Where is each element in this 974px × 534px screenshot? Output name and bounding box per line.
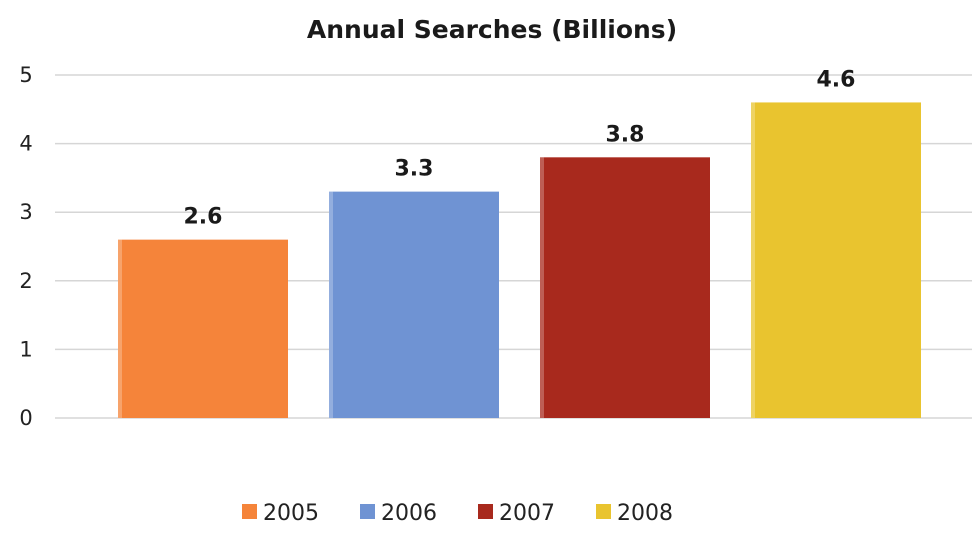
bar-highlight xyxy=(118,239,122,418)
y-axis-tick-labels: 0 1 2 3 4 5 xyxy=(19,63,32,430)
bars xyxy=(118,102,921,418)
data-label-2005: 2.6 xyxy=(184,205,223,230)
bar-2006 xyxy=(329,191,499,418)
legend-label-2007: 2007 xyxy=(499,501,555,526)
legend: 2005 2006 2007 2008 xyxy=(242,501,673,526)
legend-label-2008: 2008 xyxy=(617,501,673,526)
bar-highlight xyxy=(751,102,755,418)
bar-highlight xyxy=(540,157,544,418)
legend-swatch-2005 xyxy=(242,504,257,519)
y-tick-label: 2 xyxy=(19,269,32,293)
legend-swatch-2007 xyxy=(478,504,493,519)
data-label-2006: 3.3 xyxy=(395,157,434,182)
legend-swatch-2006 xyxy=(360,504,375,519)
legend-label-2006: 2006 xyxy=(381,501,437,526)
y-tick-label: 3 xyxy=(19,200,32,224)
bar-2008 xyxy=(751,102,921,418)
data-labels: 2.6 3.3 3.8 4.6 xyxy=(184,67,856,229)
y-tick-label: 0 xyxy=(19,406,32,430)
data-label-2007: 3.8 xyxy=(606,122,645,147)
legend-swatch-2008 xyxy=(596,504,611,519)
y-tick-label: 1 xyxy=(19,337,32,361)
bar-2005 xyxy=(118,239,288,418)
data-label-2008: 4.6 xyxy=(817,67,856,92)
bar-highlight xyxy=(329,191,333,418)
bar-2007 xyxy=(540,157,710,418)
y-tick-label: 4 xyxy=(19,132,32,156)
legend-label-2005: 2005 xyxy=(263,501,319,526)
y-tick-label: 5 xyxy=(19,63,32,87)
chart-title: Annual Searches (Billions) xyxy=(307,15,677,44)
